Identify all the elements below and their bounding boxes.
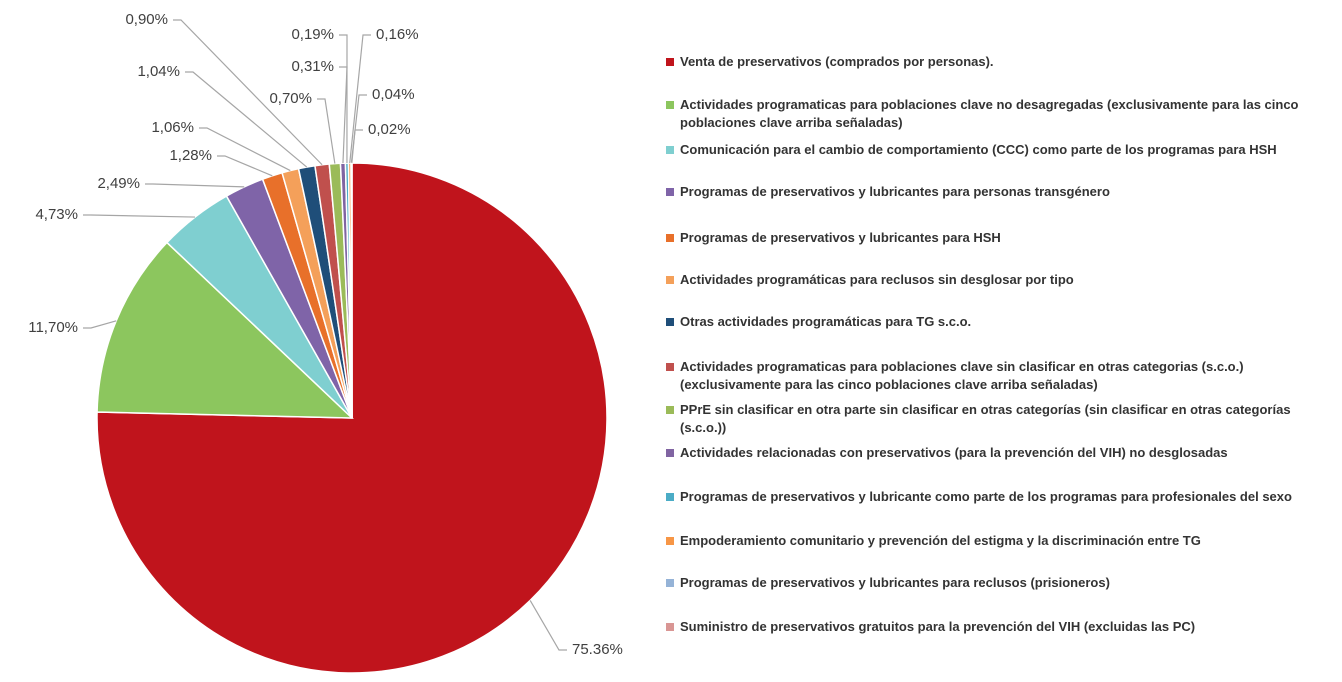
legend-swatch: [666, 234, 674, 242]
legend-label: Programas de preservativos y lubricante …: [680, 489, 1292, 504]
leader-line: [83, 214, 195, 218]
leader-line: [317, 98, 336, 164]
legend-item: PPrE sin clasificar en otra parte sin cl…: [666, 401, 1336, 437]
legend-item: Actividades programáticas para reclusos …: [666, 271, 1336, 289]
chart: 75.36% 11,70% 4,73% 2,49% 1,28% 1,06% 1,04% 0,9…: [28, 11, 623, 674]
legend-item: Empoderamiento comunitario y prevención …: [666, 532, 1336, 550]
legend-swatch: [666, 579, 674, 587]
legend-item: Programas de preservativos y lubricantes…: [666, 229, 1336, 247]
legend-swatch: [666, 623, 674, 631]
legend-label: Suministro de preservativos gratuitos pa…: [680, 619, 1196, 634]
legend-item: Programas de preservativos y lubricantes…: [666, 574, 1336, 592]
leader-line: [351, 129, 363, 164]
data-label: 0,90%: [125, 11, 168, 28]
legend-swatch: [666, 318, 674, 326]
legend-label: Venta de preservativos (comprados por pe…: [680, 54, 994, 69]
legend-label: Comunicación para el cambio de comportam…: [680, 142, 1277, 157]
legend-label: Actividades relacionadas con preservativ…: [680, 445, 1228, 460]
legend-item: Programas de preservativos y lubricantes…: [666, 183, 1336, 201]
legend-label: Programas de preservativos y lubricantes…: [680, 184, 1110, 199]
leader-line: [339, 66, 348, 164]
data-label: 0,70%: [269, 90, 312, 107]
leader-line: [145, 183, 245, 188]
legend-swatch: [666, 363, 674, 371]
legend-label: Empoderamiento comunitario y prevención …: [680, 533, 1201, 548]
leader-line: [173, 19, 323, 166]
legend-item: Venta de preservativos (comprados por pe…: [666, 53, 1336, 71]
legend-item: Programas de preservativos y lubricante …: [666, 488, 1336, 506]
leader-line: [185, 71, 308, 168]
legend-item: Suministro de preservativos gratuitos pa…: [666, 618, 1336, 636]
legend-swatch: [666, 146, 674, 154]
leader-line: [217, 155, 273, 177]
data-label: 0,19%: [291, 26, 334, 43]
data-label: 0,04%: [372, 86, 415, 103]
legend-swatch: [666, 276, 674, 284]
data-label: 2,49%: [97, 175, 140, 192]
data-label: 1,28%: [169, 147, 212, 164]
legend-swatch: [666, 493, 674, 501]
leader-line: [529, 600, 567, 651]
data-label: 0,02%: [368, 121, 411, 138]
legend-label: Actividades programáticas para reclusos …: [680, 272, 1074, 287]
data-label: 1,06%: [151, 119, 194, 136]
data-label: 11,70%: [28, 319, 78, 336]
leader-line: [199, 127, 291, 172]
legend-item: Actividades programaticas para poblacion…: [666, 358, 1336, 394]
legend-label: Actividades programaticas para poblacion…: [680, 97, 1299, 130]
leader-line: [339, 34, 348, 164]
data-label: 0,16%: [376, 26, 419, 43]
leader-line: [349, 34, 371, 164]
leader-line: [83, 320, 117, 329]
legend-label: Programas de preservativos y lubricantes…: [680, 230, 1001, 245]
legend-item: Actividades relacionadas con preservativ…: [666, 444, 1336, 462]
legend-swatch: [666, 449, 674, 457]
data-label: 1,04%: [137, 63, 180, 80]
legend-item: Actividades programaticas para poblacion…: [666, 96, 1336, 132]
legend-item: Otras actividades programáticas para TG …: [666, 313, 1336, 331]
legend-swatch: [666, 101, 674, 109]
legend-swatch: [666, 188, 674, 196]
legend-swatch: [666, 58, 674, 66]
data-label: 4,73%: [35, 206, 78, 223]
data-label: 75.36%: [572, 641, 623, 658]
pie-slice: [96, 241, 354, 419]
legend-label: Actividades programaticas para poblacion…: [680, 359, 1244, 392]
legend-label: PPrE sin clasificar en otra parte sin cl…: [680, 402, 1291, 435]
legend-label: Programas de preservativos y lubricantes…: [680, 575, 1110, 590]
legend-swatch: [666, 406, 674, 414]
legend-label: Otras actividades programáticas para TG …: [680, 314, 972, 329]
legend-swatch: [666, 537, 674, 545]
data-label: 0,31%: [291, 58, 334, 75]
legend-item: Comunicación para el cambio de comportam…: [666, 141, 1336, 159]
